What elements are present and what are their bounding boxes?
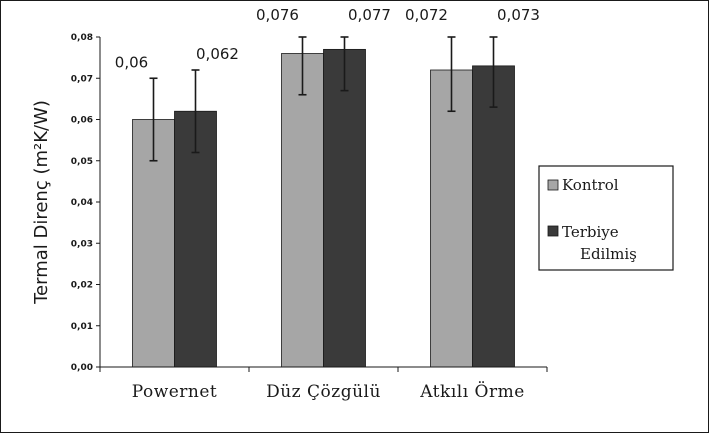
x-tick-label: Düz Çözgülü [266,382,381,402]
x-tick-label: Atkılı Örme [419,381,525,402]
legend-label-kontrol: Kontrol [562,176,619,194]
legend-swatch-terbiye [547,225,559,237]
data-label: 0,062 [196,45,239,63]
legend-label-terbiye: Terbiye Edilmiş [562,223,637,263]
legend-box [538,165,674,271]
data-label: 0,073 [497,6,540,24]
y-tick-label: 0,04 [71,198,93,208]
legend-label-terbiye-line1: Terbiye [562,223,619,241]
data-label: 0,072 [405,6,448,24]
x-tick-label: Powernet [132,382,218,402]
data-label: 0,06 [115,53,148,71]
bar [430,69,473,368]
y-tick-label: 0,03 [71,239,93,249]
y-tick-label: 0,00 [71,363,93,373]
y-tick-label: 0,08 [71,33,93,43]
plot-area: 0,06 0,062 0,076 0,077 0,072 0,073 [115,6,540,368]
y-tick-label: 0,02 [71,281,93,291]
y-tick-label: 0,07 [71,74,93,84]
x-axis-ticks: Powernet Düz Çözgülü Atkılı Örme [99,367,548,402]
data-label: 0,076 [256,6,299,24]
y-tick-label: 0,06 [71,116,93,126]
legend-swatch-kontrol [547,179,559,191]
y-axis-ticks: 0,00 0,01 0,02 0,03 0,04 0,05 0,06 0,07 0,08 [71,33,100,373]
legend-label-terbiye-line2: Edilmiş [580,245,637,263]
bar [472,65,515,368]
y-tick-label: 0,05 [71,157,93,167]
data-label: 0,077 [348,6,391,24]
legend: Kontrol Terbiye Edilmiş [538,165,674,271]
bar [281,53,324,368]
bar [323,48,366,368]
y-tick-label: 0,01 [71,322,93,332]
y-axis-label: Termal Direnç (m²K/W) [31,100,52,305]
